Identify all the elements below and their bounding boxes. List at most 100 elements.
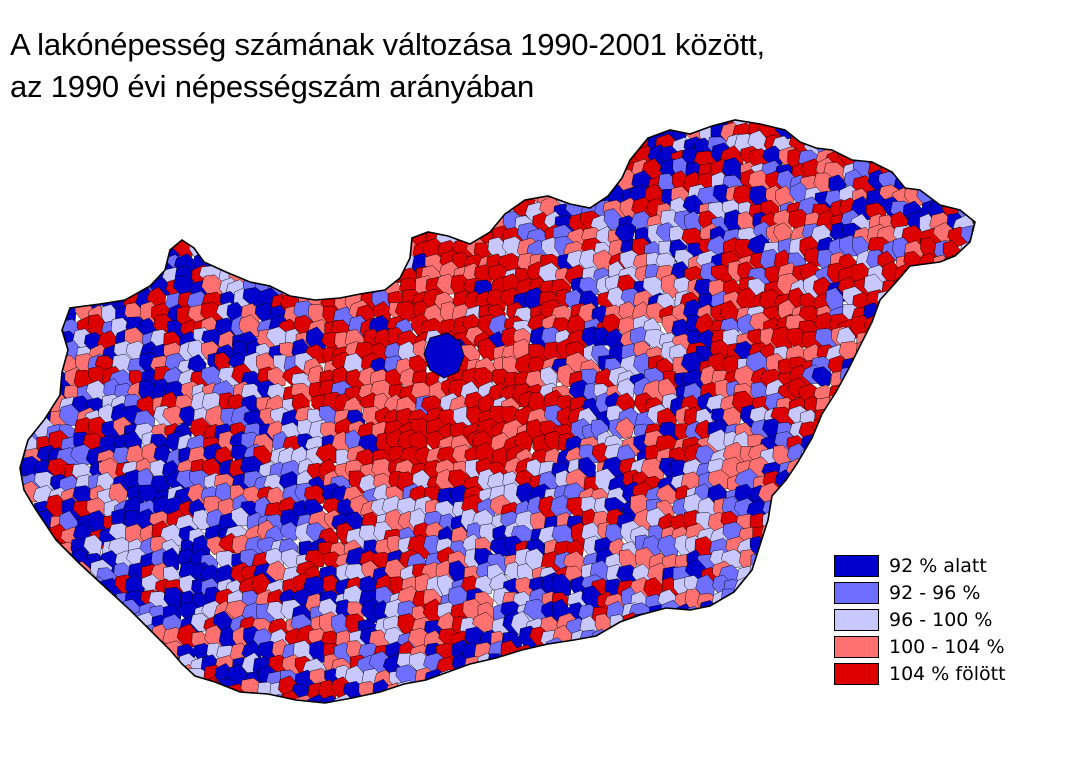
settlement-cell <box>500 681 521 703</box>
settlement-cell <box>304 197 327 221</box>
settlement-cell <box>893 369 914 390</box>
settlement-cell <box>632 643 651 668</box>
settlement-cell <box>140 226 158 248</box>
settlement-cell <box>592 120 614 146</box>
settlement-cell <box>70 574 90 601</box>
settlement-cell <box>410 209 430 232</box>
settlement-cell <box>673 664 695 687</box>
settlement-cell <box>59 562 78 584</box>
settlement-cell <box>99 143 121 166</box>
settlement-cell <box>320 704 342 726</box>
settlement-cell <box>490 665 513 691</box>
settlement-cell <box>957 355 975 374</box>
settlement-cell <box>213 136 236 163</box>
settlement-cell <box>945 352 968 374</box>
settlement-cell <box>192 196 215 222</box>
settlement-cell <box>813 485 835 506</box>
settlement-cell <box>736 690 761 703</box>
settlement-cell <box>646 120 669 126</box>
settlement-cell <box>811 601 831 626</box>
settlement-cell <box>829 694 853 703</box>
settlement-cell <box>631 681 653 703</box>
settlement-cell <box>136 637 156 665</box>
settlement-cell <box>237 134 258 156</box>
settlement-cell <box>61 151 84 173</box>
settlement-cell <box>8 708 28 731</box>
settlement-cell <box>929 406 951 432</box>
settlement-cell <box>969 304 975 325</box>
settlement-cell <box>34 601 57 627</box>
settlement-cell <box>555 120 581 129</box>
settlement-cell <box>77 706 99 724</box>
settlement-cell <box>894 332 917 356</box>
settlement-cell <box>592 157 614 178</box>
settlement-cell <box>178 215 202 240</box>
settlement-cell <box>138 678 160 703</box>
settlement-cell <box>751 629 771 650</box>
settlement-cell <box>111 694 131 703</box>
settlement-cell <box>708 605 728 627</box>
settlement-cell <box>538 120 560 145</box>
settlement-cell <box>941 143 966 169</box>
settlement-cell <box>323 252 348 272</box>
settlement-cell <box>856 511 879 538</box>
settlement-cell <box>30 589 54 615</box>
settlement-cell <box>668 692 689 703</box>
settlement-cell <box>380 239 404 265</box>
settlement-cell <box>115 173 138 199</box>
settlement-cell <box>333 223 352 247</box>
settlement-cell <box>389 188 411 211</box>
settlement-cell <box>867 120 888 143</box>
settlement-cell <box>773 547 796 573</box>
settlement-cell <box>503 157 522 183</box>
settlement-cell <box>32 577 53 602</box>
settlement-cell <box>631 655 655 681</box>
settlement-cell <box>526 144 552 169</box>
settlement-cell <box>30 215 54 241</box>
settlement-cell <box>43 352 64 373</box>
settlement-cell <box>556 656 576 681</box>
settlement-cell <box>786 625 809 648</box>
settlement-cell <box>903 446 928 469</box>
settlement-cell <box>180 148 200 169</box>
legend-swatch <box>834 635 879 658</box>
settlement-cell <box>77 696 96 703</box>
settlement-cell <box>333 210 356 232</box>
settlement-cell <box>21 706 45 725</box>
settlement-cell <box>473 185 494 208</box>
settlement-cell <box>20 317 29 338</box>
settlement-cell <box>36 132 60 155</box>
settlement-cell <box>413 683 434 703</box>
settlement-cell <box>163 120 188 129</box>
settlement-cell <box>970 122 975 147</box>
country-border <box>19 119 976 704</box>
settlement-cell <box>970 186 975 212</box>
settlement-cell <box>499 148 521 169</box>
settlement-cell <box>20 214 40 239</box>
legend: 92 % alatt 92 - 96 % 96 - 100 % 100 - 10… <box>834 552 1006 687</box>
settlement-cell <box>514 164 535 185</box>
settlement-cell <box>596 148 617 174</box>
settlement-cell <box>580 657 600 681</box>
settlement-cell <box>812 435 831 455</box>
settlement-cell <box>207 228 229 249</box>
settlement-cell <box>33 354 54 374</box>
settlement-cell <box>851 120 877 142</box>
settlement-cell <box>786 644 807 669</box>
settlement-cell <box>337 120 356 132</box>
settlement-cell <box>73 216 94 239</box>
settlement-cell <box>112 160 138 186</box>
settlement-cell <box>347 186 370 207</box>
settlement-cell <box>361 163 384 187</box>
settlement-cell <box>111 629 130 652</box>
settlement-cell <box>396 188 417 208</box>
settlement-cell <box>36 123 59 145</box>
settlement-cell <box>423 190 447 213</box>
settlement-cell <box>97 158 120 179</box>
settlement-cell <box>828 384 853 406</box>
settlement-cell <box>371 195 393 223</box>
settlement-cell <box>335 133 353 160</box>
settlement-cell <box>215 225 238 248</box>
settlement-cell <box>96 644 119 671</box>
settlement-cell <box>673 705 695 725</box>
